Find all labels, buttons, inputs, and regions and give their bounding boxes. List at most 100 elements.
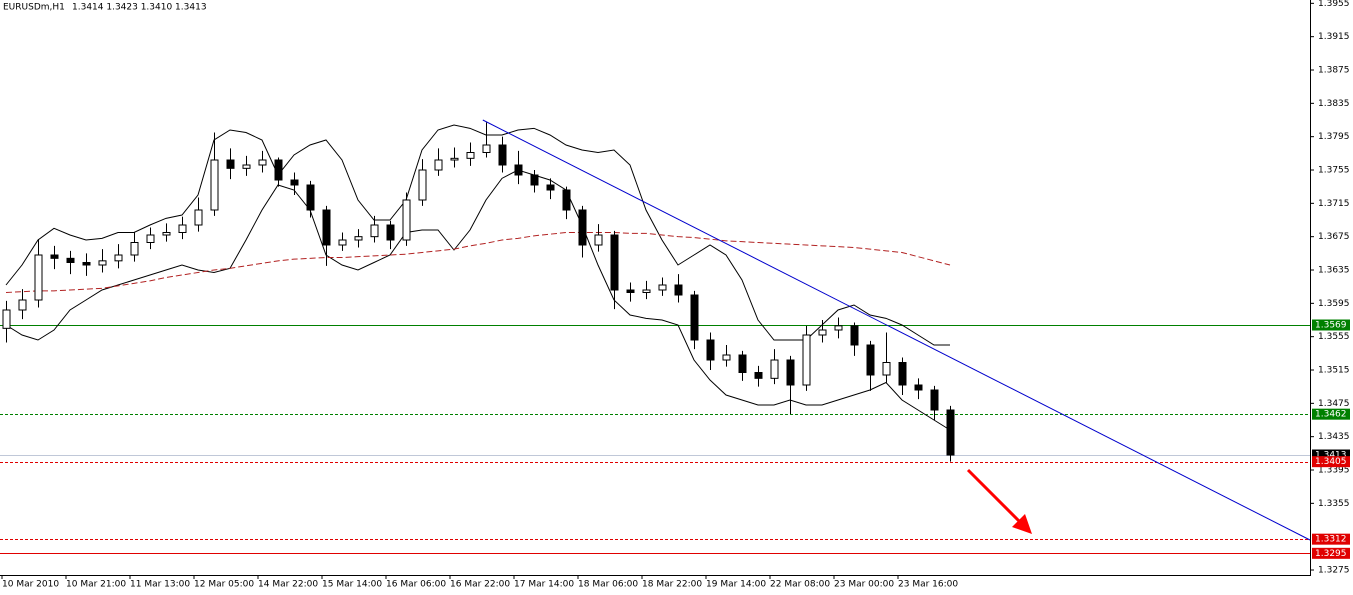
candle-body — [690, 294, 699, 341]
x-tick-label: 18 Mar 22:00 — [642, 580, 702, 590]
y-tick-label: 1.3435 — [1318, 432, 1350, 442]
candle-body — [674, 284, 683, 296]
arrow — [966, 468, 1032, 534]
x-tick-label: 12 Mar 05:00 — [194, 580, 254, 590]
y-tick-label: 1.3555 — [1318, 332, 1350, 342]
candle-body — [834, 325, 843, 331]
candle-body — [594, 234, 603, 246]
x-tick-label: 17 Mar 14:00 — [514, 580, 574, 590]
x-tick-label: 10 Mar 2010 — [2, 580, 59, 590]
levels — [0, 325, 1310, 554]
candle-body — [402, 199, 411, 241]
candle-body — [210, 159, 219, 211]
level-label: 1.3569 — [1315, 321, 1347, 331]
candle-body — [418, 169, 427, 201]
x-tick-label: 18 Mar 06:00 — [578, 580, 638, 590]
level-label-bg — [1312, 319, 1350, 331]
y-tick-label: 1.3515 — [1318, 366, 1350, 376]
y-tick-label: 1.3355 — [1318, 499, 1350, 509]
candle-body — [546, 184, 555, 191]
candles — [2, 122, 955, 462]
level-label: 1.3462 — [1315, 410, 1347, 420]
level-label: 1.3312 — [1315, 535, 1347, 545]
level-label-bg — [1312, 449, 1350, 461]
level-label: 1.3405 — [1315, 457, 1347, 467]
x-tick-label: 19 Mar 14:00 — [706, 580, 766, 590]
candle-body — [322, 209, 331, 246]
y-tick-label: 1.3715 — [1318, 199, 1350, 209]
x-tick-label: 10 Mar 21:00 — [66, 580, 126, 590]
candle-body — [930, 389, 939, 411]
indicator-line — [5, 169, 951, 431]
candle-body — [914, 384, 923, 391]
candle-body — [626, 289, 635, 293]
candle-body — [610, 234, 619, 291]
x-tick-label: 23 Mar 00:00 — [834, 580, 894, 590]
y-tick-label: 1.3475 — [1318, 399, 1350, 409]
y-tick-label: 1.3755 — [1318, 166, 1350, 176]
y-tick-label: 1.3875 — [1318, 66, 1350, 76]
x-tick-label: 15 Mar 14:00 — [322, 580, 382, 590]
y-tick-label: 1.3275 — [1318, 566, 1350, 576]
candle-body — [466, 152, 475, 159]
candle-body — [882, 362, 891, 376]
candle-body — [642, 289, 651, 293]
candle-body — [658, 284, 667, 291]
candle-body — [706, 339, 715, 361]
candle-body — [130, 242, 139, 256]
level-label-bg — [1312, 547, 1350, 559]
candle-body — [722, 354, 731, 361]
candle-body — [242, 164, 251, 169]
candle-body — [98, 260, 107, 266]
candle-body — [338, 239, 347, 246]
candle-body — [34, 254, 43, 301]
candle-body — [226, 159, 235, 169]
indicator-line — [5, 124, 950, 346]
candle-body — [162, 232, 171, 236]
y-tick-label: 1.3675 — [1318, 232, 1350, 242]
candle-body — [194, 209, 203, 226]
y-tick-label: 1.3635 — [1318, 266, 1350, 276]
candle-body — [66, 257, 75, 264]
x-tick-label: 23 Mar 16:00 — [898, 580, 958, 590]
candle-body — [514, 164, 523, 176]
candle-body — [258, 159, 267, 166]
candle-body — [354, 236, 363, 241]
candle-body — [114, 254, 123, 262]
level-label-bg — [1312, 408, 1350, 420]
candle-body — [82, 262, 91, 266]
level-label: 1.3295 — [1315, 549, 1347, 559]
candle-body — [434, 159, 443, 171]
candle-body — [50, 254, 59, 259]
candle-body — [850, 325, 859, 346]
candle-body — [818, 329, 827, 336]
candle-body — [290, 179, 299, 186]
candle-body — [482, 144, 491, 153]
y-tick-label: 1.3595 — [1318, 299, 1350, 309]
candle-body — [562, 189, 571, 211]
x-tick-label: 14 Mar 22:00 — [258, 580, 318, 590]
candle-body — [274, 159, 283, 181]
arrow-shaft — [966, 468, 1024, 526]
candle-body — [450, 157, 459, 161]
candle-body — [498, 144, 507, 166]
x-tick-label: 22 Mar 08:00 — [770, 580, 830, 590]
x-tick-label: 11 Mar 13:00 — [130, 580, 190, 590]
y-tick-label: 1.3835 — [1318, 99, 1350, 109]
candle-body — [306, 184, 315, 211]
trend-line — [482, 119, 1311, 541]
candle-body — [370, 224, 379, 238]
candle-body — [866, 344, 875, 376]
candle-body — [898, 362, 907, 386]
candle-body — [738, 354, 747, 373]
y-tick-label: 1.3795 — [1318, 132, 1350, 142]
candle-body — [802, 334, 811, 386]
candle-body — [18, 299, 27, 311]
candle-body — [2, 309, 11, 329]
candle-body — [786, 359, 795, 386]
candle-body — [946, 409, 955, 456]
y-tick-label: 1.3915 — [1318, 32, 1350, 42]
